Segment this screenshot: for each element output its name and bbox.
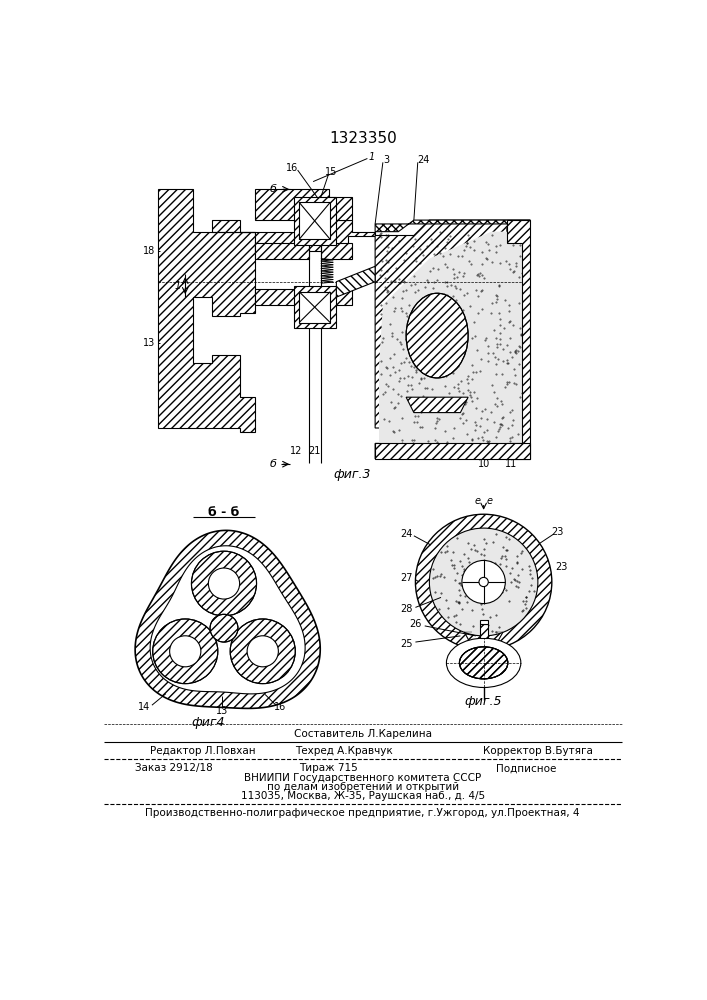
- Circle shape: [416, 514, 552, 650]
- Text: 13: 13: [143, 338, 155, 348]
- Polygon shape: [255, 189, 352, 220]
- Polygon shape: [255, 289, 309, 305]
- Text: 10: 10: [477, 459, 490, 469]
- Bar: [480, 624, 488, 638]
- Text: 13: 13: [216, 706, 228, 716]
- Polygon shape: [158, 189, 255, 432]
- Text: 3: 3: [383, 155, 389, 165]
- Polygon shape: [375, 220, 530, 459]
- Polygon shape: [379, 232, 526, 455]
- Text: 12: 12: [290, 446, 303, 456]
- Circle shape: [247, 636, 279, 667]
- Text: 16: 16: [274, 702, 287, 712]
- Circle shape: [481, 580, 486, 584]
- Text: фиг.3: фиг.3: [333, 468, 370, 481]
- Text: 14: 14: [138, 702, 151, 712]
- Bar: [478, 665, 489, 681]
- Text: Производственно-полиграфическое предприятие, г.Ужгород, ул.Проектная, 4: Производственно-полиграфическое предприя…: [146, 808, 580, 818]
- Text: Подписное: Подписное: [496, 763, 556, 773]
- Text: ВНИИПИ Государственного комитета СССР: ВНИИПИ Государственного комитета СССР: [244, 773, 481, 783]
- Circle shape: [481, 580, 486, 584]
- Text: Составитель Л.Карелина: Составитель Л.Карелина: [293, 729, 432, 739]
- Text: e: e: [474, 496, 481, 506]
- Polygon shape: [375, 220, 530, 232]
- Text: 11: 11: [505, 459, 517, 469]
- Text: 26: 26: [409, 619, 421, 629]
- Text: Корректор В.Бутяга: Корректор В.Бутяга: [483, 746, 592, 756]
- Ellipse shape: [460, 647, 508, 679]
- Polygon shape: [135, 530, 320, 708]
- Text: 1: 1: [175, 281, 180, 291]
- Polygon shape: [293, 197, 337, 245]
- Text: б - б: б - б: [209, 506, 240, 519]
- Text: e: e: [487, 496, 493, 506]
- Text: 16: 16: [286, 163, 298, 173]
- Circle shape: [170, 636, 201, 667]
- Polygon shape: [406, 397, 468, 413]
- Polygon shape: [337, 266, 375, 297]
- Circle shape: [462, 560, 506, 604]
- Text: по делам изобретений и открытий: по делам изобретений и открытий: [267, 782, 459, 792]
- Ellipse shape: [406, 293, 468, 378]
- Text: б: б: [269, 184, 276, 194]
- Circle shape: [481, 580, 486, 584]
- Text: 24: 24: [417, 155, 429, 165]
- Text: б: б: [269, 459, 276, 469]
- Circle shape: [479, 577, 489, 587]
- Text: 1323350: 1323350: [329, 131, 397, 146]
- Text: 21: 21: [308, 446, 321, 456]
- Text: 28: 28: [400, 604, 412, 614]
- Text: Заказ 2912/18: Заказ 2912/18: [135, 763, 213, 773]
- Text: 15: 15: [325, 167, 337, 177]
- Polygon shape: [293, 286, 337, 328]
- Circle shape: [210, 614, 238, 642]
- Circle shape: [481, 580, 486, 584]
- Circle shape: [192, 551, 257, 616]
- Text: фиг4: фиг4: [192, 716, 226, 729]
- Circle shape: [153, 619, 218, 684]
- Text: 23: 23: [555, 562, 567, 572]
- Polygon shape: [321, 289, 352, 305]
- Circle shape: [429, 528, 538, 636]
- Circle shape: [230, 619, 296, 684]
- Text: 24: 24: [400, 529, 412, 539]
- Ellipse shape: [446, 638, 521, 687]
- Text: 1: 1: [368, 152, 375, 162]
- Text: 27: 27: [400, 573, 412, 583]
- Bar: [299, 202, 330, 239]
- Circle shape: [209, 568, 240, 599]
- Polygon shape: [150, 546, 305, 694]
- Polygon shape: [321, 243, 352, 259]
- Text: Тираж 715: Тираж 715: [299, 763, 358, 773]
- Bar: [299, 292, 330, 323]
- Text: 113035, Москва, Ж-35, Раушская наб., д. 4/5: 113035, Москва, Ж-35, Раушская наб., д. …: [240, 791, 485, 801]
- Text: 25: 25: [400, 639, 412, 649]
- Text: 23: 23: [551, 527, 563, 537]
- Text: Техред А.Кравчук: Техред А.Кравчук: [296, 746, 393, 756]
- Text: Редактор Л.Повхан: Редактор Л.Повхан: [151, 746, 256, 756]
- Text: фиг.5: фиг.5: [465, 695, 503, 708]
- Bar: [480, 620, 488, 624]
- Text: 18: 18: [143, 246, 155, 256]
- Polygon shape: [255, 243, 309, 259]
- Polygon shape: [375, 443, 530, 459]
- Polygon shape: [507, 220, 530, 459]
- Polygon shape: [212, 220, 375, 251]
